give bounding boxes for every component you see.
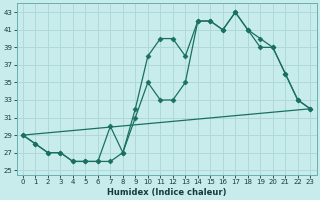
X-axis label: Humidex (Indice chaleur): Humidex (Indice chaleur) (107, 188, 226, 197)
